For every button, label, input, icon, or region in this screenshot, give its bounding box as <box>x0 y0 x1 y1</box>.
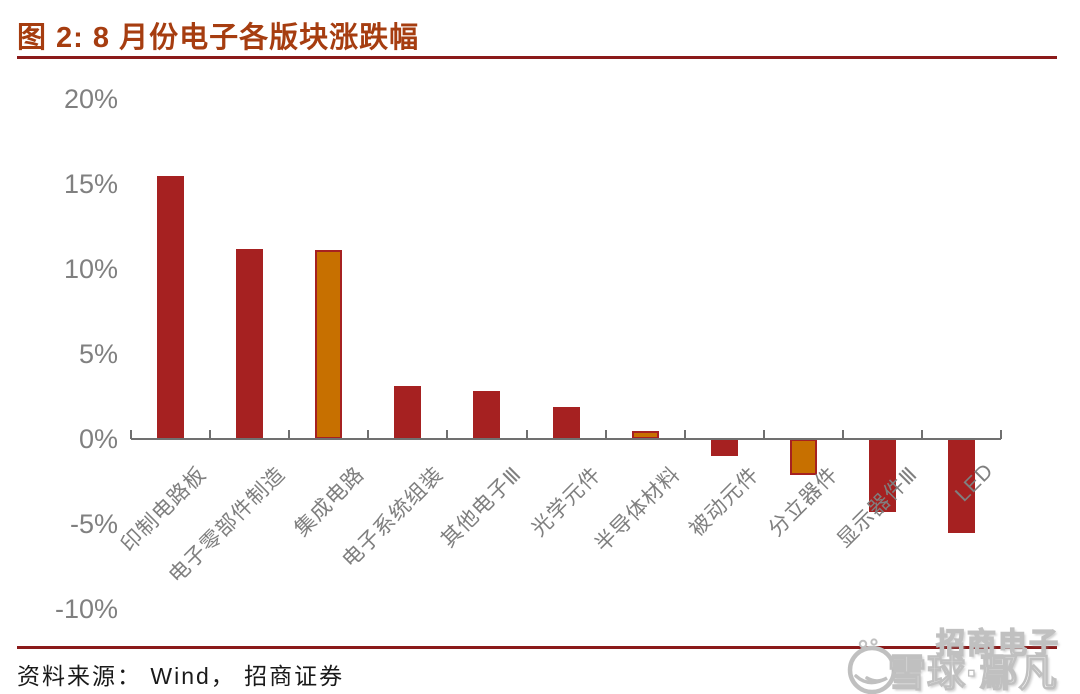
x-axis-tick <box>841 430 844 439</box>
y-axis-tick-label: 10% <box>63 254 118 284</box>
x-axis-tick <box>604 430 607 439</box>
x-axis-tick <box>683 430 686 439</box>
y-axis-tick-label: -5% <box>69 509 118 539</box>
x-axis-tick <box>525 430 528 439</box>
y-axis-tick-label: 20% <box>63 84 118 114</box>
source-note: 资料来源： Wind， 招商证券 <box>17 663 345 689</box>
x-axis-tick <box>367 430 370 439</box>
bar <box>157 175 185 439</box>
watermark-account: 招商电子 <box>935 627 1061 660</box>
y-axis-tick-label: 5% <box>78 339 118 369</box>
bar <box>868 439 896 513</box>
x-axis-tick <box>209 430 212 439</box>
x-axis-tick <box>288 430 291 439</box>
category-label: 其他电子Ⅲ <box>437 462 527 552</box>
category-label: 半导体材料 <box>590 462 685 557</box>
bar <box>710 439 738 456</box>
y-axis-tick-label: 0% <box>78 424 118 454</box>
watermark-author: 雪球·鄢凡 <box>887 652 1058 694</box>
bar <box>236 248 264 439</box>
bar <box>394 386 422 439</box>
x-axis-tick <box>921 430 923 439</box>
bar <box>552 406 580 439</box>
x-axis-tick <box>130 430 132 439</box>
x-axis-line <box>131 438 1002 440</box>
title-underline <box>17 56 1057 59</box>
bar <box>315 250 343 439</box>
x-axis-tick <box>446 430 449 439</box>
watermark: 招商电子 雪球·鄢凡 <box>838 608 1080 694</box>
figure-title: 图 2: 8 月份电子各版块涨跌幅 <box>17 22 420 54</box>
y-axis-tick-label: -10% <box>54 594 118 624</box>
x-axis-tick <box>762 430 765 439</box>
bar <box>473 391 501 439</box>
y-axis-tick-label: 15% <box>63 169 118 199</box>
x-axis-tick <box>1000 430 1003 439</box>
xueqiu-snowball-icon <box>847 638 897 694</box>
category-label: 被动元件 <box>685 462 765 542</box>
figure-bottom-border <box>17 646 1057 649</box>
bar <box>948 439 976 533</box>
